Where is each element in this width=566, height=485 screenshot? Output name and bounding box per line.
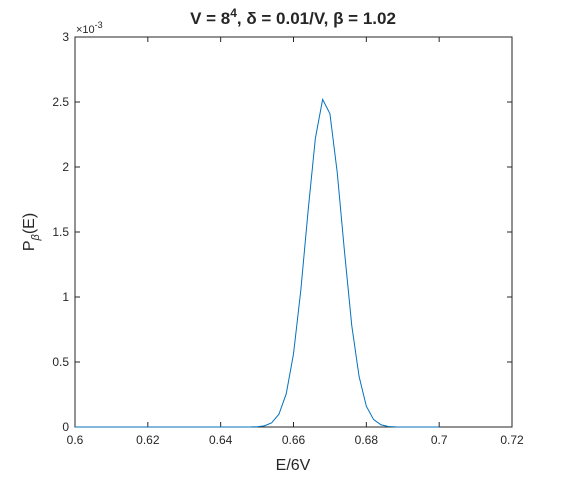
- x-tick-label: 0.72: [500, 433, 524, 447]
- exponent-base: ×10: [76, 24, 95, 36]
- y-tick-label: 2: [62, 160, 69, 174]
- title-rest: , δ = 0.01/V, β = 1.02: [237, 9, 396, 28]
- x-tick-label: 0.64: [209, 433, 233, 447]
- ylabel-rest: (E): [21, 213, 38, 234]
- y-tick-label: 1: [62, 290, 69, 304]
- y-tick-label: 1.5: [52, 225, 69, 239]
- x-tick-label: 0.66: [282, 433, 306, 447]
- exponent-sup: -3: [95, 20, 103, 30]
- title-base: V = 8: [190, 9, 230, 28]
- y-exponent: ×10-3: [76, 20, 103, 36]
- x-tick-label: 0.7: [431, 433, 448, 447]
- x-tick-label: 0.68: [355, 433, 379, 447]
- y-tick-label: 0.5: [52, 355, 69, 369]
- y-tick-label: 0: [62, 420, 69, 434]
- x-tick-label: 0.6: [67, 433, 84, 447]
- y-tick-label: 2.5: [52, 95, 69, 109]
- ylabel-sub: β: [30, 233, 42, 241]
- axes-box: [74, 36, 513, 428]
- title-sup: 4: [230, 6, 237, 20]
- chart-title: V = 84, δ = 0.01/V, β = 1.02: [190, 6, 396, 28]
- line-series: [75, 97, 440, 428]
- y-axis-label: Pβ(E): [21, 213, 42, 251]
- ylabel-base: P: [21, 240, 38, 251]
- x-tick-label: 0.62: [136, 433, 160, 447]
- y-tick-label: 3: [62, 30, 69, 44]
- x-axis-label: E/6V: [276, 457, 311, 474]
